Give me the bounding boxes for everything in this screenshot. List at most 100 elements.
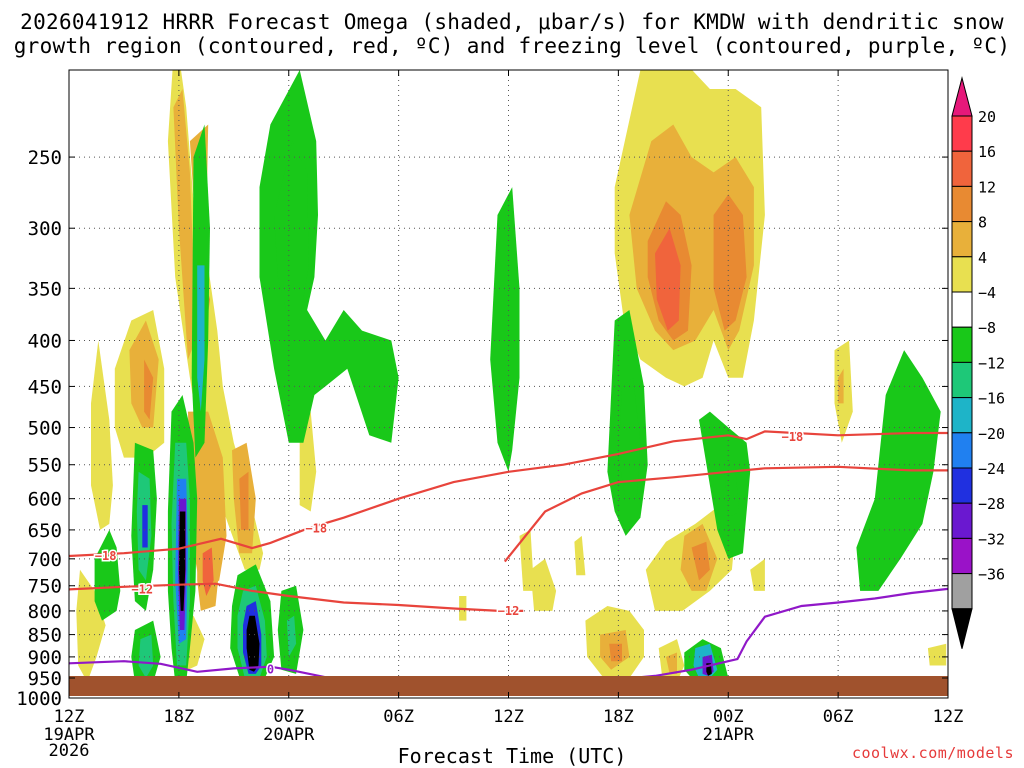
y-tick-label-14: 950	[28, 668, 62, 690]
colorbar-label-8: −16	[978, 390, 1005, 408]
colorbar-label-6: −8	[978, 319, 996, 337]
y-tick-label-3: 400	[28, 330, 62, 352]
omega-region-22	[609, 643, 622, 662]
y-tick-label-1: 300	[28, 218, 62, 240]
omega-region-10	[239, 471, 249, 530]
omega-region-61	[246, 615, 260, 672]
colorbar-top-arrow	[951, 76, 973, 117]
y-axis: 2503003504004505005506006507007508008509…	[16, 147, 948, 710]
x-tick-label-4: 12Z	[493, 707, 524, 727]
x-tick-label-2: 00Z	[273, 707, 304, 727]
colorbar-swatch-11	[951, 502, 973, 539]
omega-region-19	[574, 535, 586, 576]
omega-region-48	[142, 505, 148, 548]
isotherm-line-1	[503, 465, 948, 563]
colorbar-label-9: −20	[978, 425, 1005, 443]
terrain-ground	[69, 676, 948, 696]
omega-region-42	[699, 411, 751, 559]
chart-title-line-2: growth region (contoured, red, ºC) and f…	[13, 34, 1011, 58]
colorbar-swatch-8	[951, 397, 973, 434]
omega-region-50	[138, 634, 154, 678]
colorbar-label-13: −36	[978, 566, 1005, 584]
omega-region-43	[724, 471, 740, 518]
omega-region-29	[834, 340, 853, 443]
y-tick-label-8: 650	[28, 520, 62, 542]
omega-shaded-regions	[76, 70, 947, 683]
x-tick-label-5: 18Z	[603, 707, 634, 727]
omega-region-30	[838, 368, 844, 404]
chart-title-line-1: 2026041912 HRRR Forecast Omega (shaded, …	[20, 10, 1004, 34]
x-year-label-0: 2026	[49, 741, 90, 761]
omega-region-0	[76, 569, 106, 683]
colorbar-swatch-5	[951, 291, 973, 328]
y-tick-label-7: 600	[28, 489, 62, 511]
colorbar-bottom-arrow	[951, 608, 973, 649]
isotherm-label-0-0: −18	[95, 549, 117, 563]
colorbar-swatch-10	[951, 467, 973, 504]
omega-region-63	[286, 615, 297, 657]
x-tick-label-1: 18Z	[164, 707, 195, 727]
x-tick-label-3: 06Z	[383, 707, 414, 727]
y-tick-label-9: 700	[28, 549, 62, 571]
x-axis-label: Forecast Time (UTC)	[397, 744, 627, 768]
omega-region-38	[274, 141, 309, 321]
y-tick-label-10: 750	[28, 576, 62, 598]
x-tick-label-7: 06Z	[823, 707, 854, 727]
omega-region-4	[144, 359, 154, 420]
colorbar-swatch-3	[951, 221, 973, 258]
x-tick-label-6: 00Z	[713, 707, 744, 727]
isotherm-label-2-0: −12	[131, 582, 153, 596]
y-tick-label-12: 850	[28, 625, 62, 647]
isotherm-label-0-1: −18	[305, 522, 327, 536]
colorbar-label-3: 8	[978, 214, 987, 232]
colorbar-swatch-7	[951, 361, 973, 399]
omega-region-39	[490, 187, 520, 472]
y-tick-label-15: 1000	[16, 688, 62, 710]
colorbar-swatch-13	[951, 573, 973, 610]
colorbar-swatch-0	[951, 115, 973, 152]
omega-region-57	[197, 265, 205, 412]
omega-region-3	[129, 320, 159, 428]
x-tick-label-8: 12Z	[933, 707, 964, 727]
colorbar-label-10: −24	[978, 460, 1005, 478]
colorbar-swatch-4	[951, 256, 973, 293]
omega-region-6	[173, 89, 196, 360]
colorbar-label-11: −28	[978, 495, 1005, 513]
omega-region-45	[94, 529, 121, 621]
colorbar-swatch-2	[951, 185, 973, 223]
colorbar-swatch-12	[951, 537, 973, 575]
colorbar-swatch-6	[951, 326, 973, 363]
omega-region-5	[167, 70, 264, 570]
omega-region-35	[713, 194, 747, 331]
colorbar-label-12: −32	[978, 530, 1005, 548]
colorbar-label-7: −12	[978, 354, 1005, 372]
colorbar-swatch-1	[951, 150, 973, 187]
colorbar-label-1: 16	[978, 143, 996, 161]
colorbar-swatch-9	[951, 432, 973, 469]
x-date-label-6: 21APR	[703, 725, 755, 745]
omega-region-28	[750, 558, 765, 591]
y-tick-label-11: 800	[28, 601, 62, 623]
isotherm-label-2-1: −12	[498, 604, 520, 618]
omega-region-36	[655, 228, 681, 331]
omega-region-17	[519, 529, 535, 591]
isotherm-label-3-0: 0	[267, 663, 274, 677]
isotherm-line-2	[69, 582, 524, 613]
omega-region-16	[530, 558, 557, 611]
isotherm-line-0	[69, 430, 948, 558]
y-tick-label-5: 500	[28, 418, 62, 440]
y-tick-label-13: 900	[28, 647, 62, 669]
source-credit[interactable]: coolwx.com/models	[851, 744, 1014, 762]
omega-region-41	[618, 377, 641, 499]
omega-region-25	[691, 541, 710, 581]
omega-region-1	[91, 340, 113, 530]
y-tick-label-4: 450	[28, 376, 62, 398]
isotherm-contours: −18−18−18−12−1200	[69, 428, 948, 692]
colorbar-label-4: 4	[978, 249, 987, 267]
colorbar-label-5: −4	[978, 284, 996, 302]
y-tick-label-6: 550	[28, 455, 62, 477]
x-date-label-2: 20APR	[263, 725, 315, 745]
omega-region-31	[927, 643, 947, 666]
